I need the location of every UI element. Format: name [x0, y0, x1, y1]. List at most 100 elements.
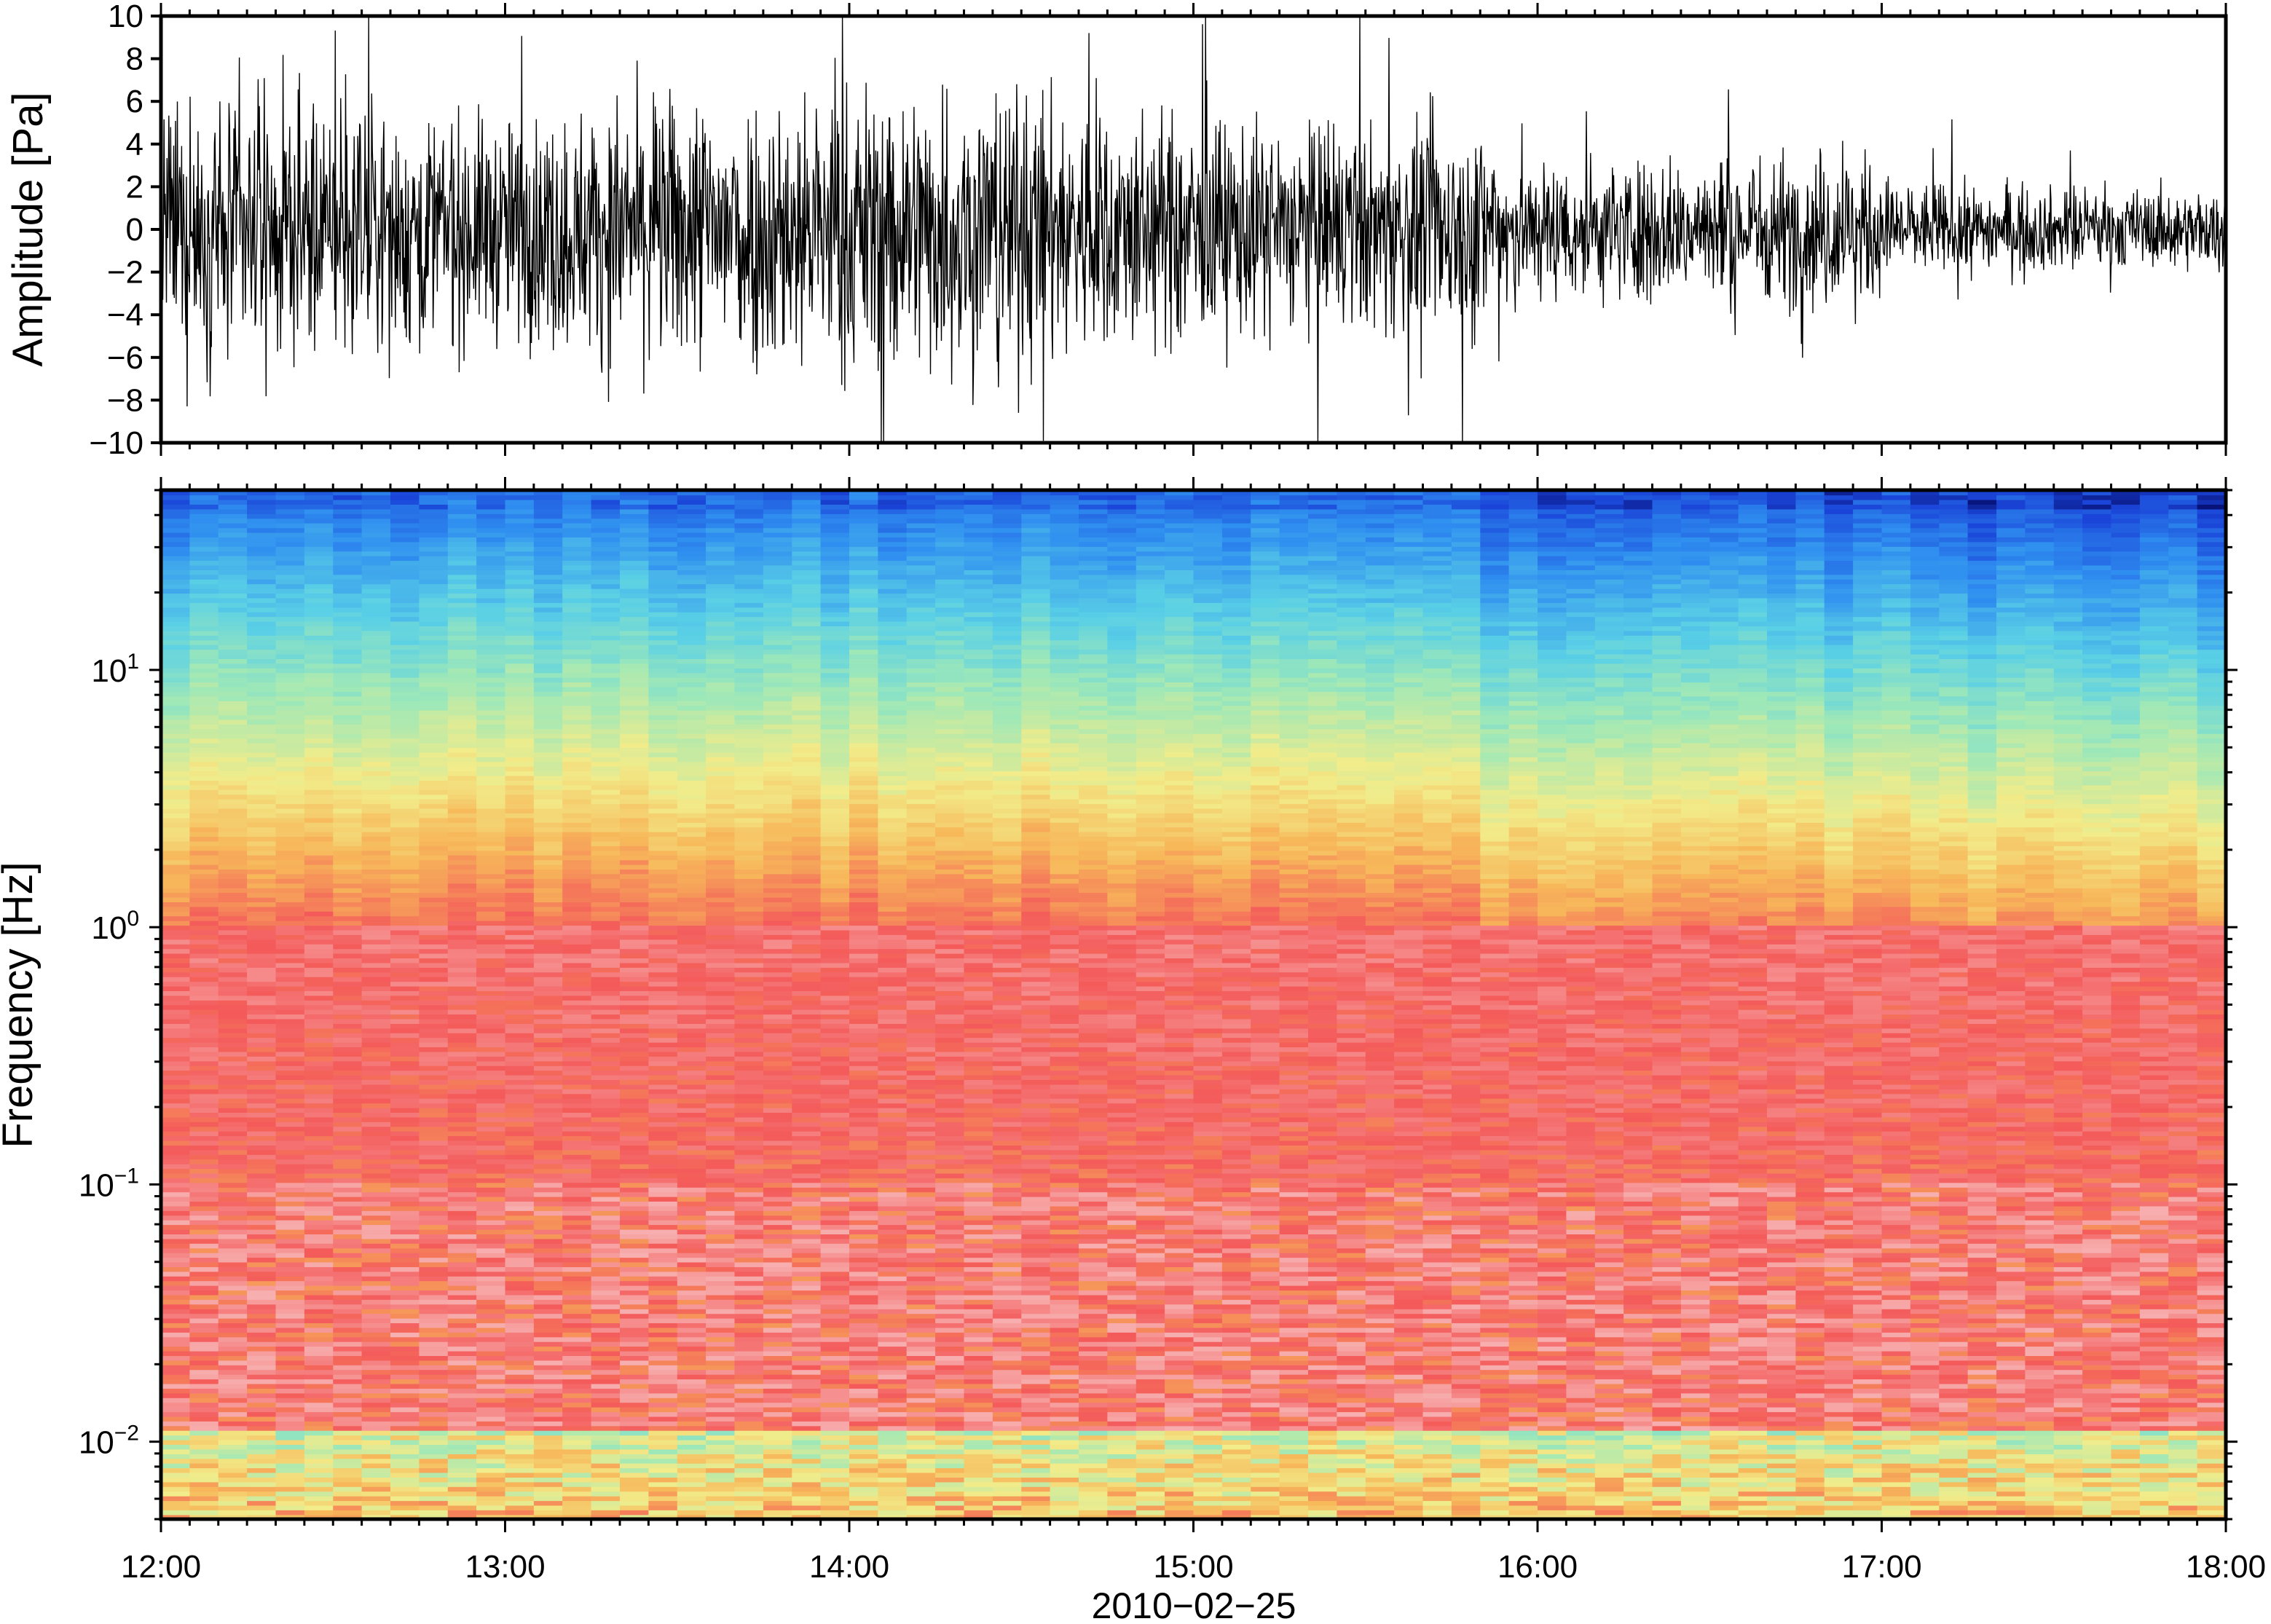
spectrogram-cell	[161, 808, 191, 813]
spectrogram-cell	[390, 1411, 420, 1417]
spectrogram-cell	[189, 1495, 219, 1502]
spectrogram-cell	[333, 1084, 363, 1089]
spectrogram-cell	[218, 981, 248, 987]
spectrogram-cell	[161, 709, 191, 716]
spectrogram-cell	[333, 508, 363, 514]
spectrogram-cell	[333, 579, 363, 585]
spectrogram-cell	[304, 1023, 334, 1029]
spectrogram-cell	[304, 1140, 334, 1146]
spectrogram-cell	[476, 1458, 506, 1464]
spectrogram-cell	[620, 551, 650, 556]
spectrogram-cell	[734, 1196, 764, 1202]
spectrogram-cell	[447, 817, 477, 823]
spectrogram-cell	[533, 1379, 564, 1384]
spectrogram-cell	[620, 1500, 650, 1506]
spectrogram-cell	[734, 1056, 764, 1062]
spectrogram-cell	[505, 607, 535, 612]
spectrogram-cell	[247, 1510, 277, 1515]
spectrogram-cell	[419, 1093, 449, 1099]
spectrogram-cell	[189, 757, 219, 762]
spectrogram-cell	[333, 1004, 363, 1010]
spectrogram-cell	[734, 1140, 764, 1146]
spectrogram-cell	[447, 527, 477, 533]
spectrogram-cell	[390, 1336, 420, 1342]
spectrogram-cell	[447, 649, 477, 655]
spectrogram-cell	[734, 1383, 764, 1389]
spectrogram-cell	[734, 709, 764, 716]
spectrogram-cell	[562, 518, 592, 524]
spectrogram-cell	[419, 1163, 449, 1170]
spectrogram-cell	[763, 714, 793, 720]
spectrogram-cell	[333, 602, 363, 608]
spectrogram-cell	[275, 1430, 305, 1436]
spectrogram-cell	[706, 1421, 736, 1427]
spectrogram-cell	[304, 1172, 334, 1178]
spectrogram-cell	[620, 929, 650, 935]
spectrogram-cell	[419, 1145, 449, 1151]
spectrogram-cell	[275, 691, 305, 697]
spectrogram-cell	[620, 1215, 650, 1221]
spectrogram-cell	[677, 1491, 707, 1497]
spectrogram-cell	[476, 939, 506, 945]
spectrogram-cell	[304, 878, 334, 884]
spectrogram-cell	[447, 1140, 477, 1146]
spectrogram-cell	[447, 1309, 477, 1314]
spectrogram-cell	[620, 985, 650, 991]
spectrogram-cell	[218, 1369, 248, 1375]
spectrogram-cell	[275, 1051, 305, 1057]
spectrogram-cell	[734, 902, 764, 907]
spectrogram-cell	[591, 1369, 621, 1375]
spectrogram-cell	[505, 827, 535, 832]
spectrogram-cell	[476, 1360, 506, 1365]
spectrogram-cell	[218, 1304, 248, 1309]
spectrogram-cell	[447, 920, 477, 926]
spectrogram-cell	[218, 663, 248, 669]
spectrogram-cell	[419, 612, 449, 618]
spectrogram-cell	[706, 845, 736, 851]
spectrogram-cell	[161, 944, 191, 950]
spectrogram-cell	[390, 1425, 420, 1431]
spectrogram-cell	[505, 1098, 535, 1104]
spectrogram-cell	[390, 1388, 420, 1394]
spectrogram-cell	[304, 1336, 334, 1342]
spectrogram-cell	[247, 597, 277, 603]
spectrogram-cell	[218, 1309, 248, 1314]
spectrogram-cell	[247, 798, 277, 805]
spectrogram-cell	[419, 1416, 449, 1422]
spectrogram-cell	[247, 1495, 277, 1502]
spectrogram-cell	[562, 1299, 592, 1305]
spectrogram-cell	[562, 1205, 592, 1211]
spectrogram-cell	[333, 1018, 363, 1024]
spectrogram-cell	[161, 1430, 191, 1436]
spectrogram-cell	[304, 1004, 334, 1010]
spectrogram-cell	[189, 490, 219, 496]
spectrogram-cell	[591, 546, 621, 552]
spectrogram-cell	[591, 1243, 621, 1249]
spectrogram-cell	[591, 985, 621, 991]
spectrogram-cell	[562, 873, 592, 879]
spectrogram-cell	[161, 1172, 191, 1178]
spectrogram-cell	[447, 719, 477, 725]
spectrogram-cell	[361, 1336, 391, 1342]
spectrogram-cell	[648, 1336, 678, 1342]
spectrogram-cell	[648, 1341, 678, 1347]
spectrogram-cell	[620, 1472, 650, 1478]
spectrogram-cell	[706, 1074, 736, 1080]
spectrogram-cell	[304, 948, 334, 954]
spectrogram-cell	[361, 1201, 391, 1207]
spectrogram-cell	[734, 1323, 764, 1328]
spectrogram-cell	[648, 794, 678, 800]
spectrogram-cell	[706, 1093, 736, 1099]
spectrogram-cell	[734, 1079, 764, 1085]
spectrogram-cell	[476, 738, 506, 744]
spectrogram-cell	[333, 920, 363, 926]
spectrogram-cell	[706, 1388, 736, 1394]
spectrogram-cell	[734, 1430, 764, 1436]
spectrogram-cell	[648, 887, 678, 894]
spectrogram-cell	[247, 808, 277, 813]
spectrogram-cell	[533, 1201, 564, 1207]
spectrogram-cell	[275, 1341, 305, 1347]
spectrogram-cell	[677, 1398, 707, 1403]
spectrogram-cell	[333, 775, 363, 781]
